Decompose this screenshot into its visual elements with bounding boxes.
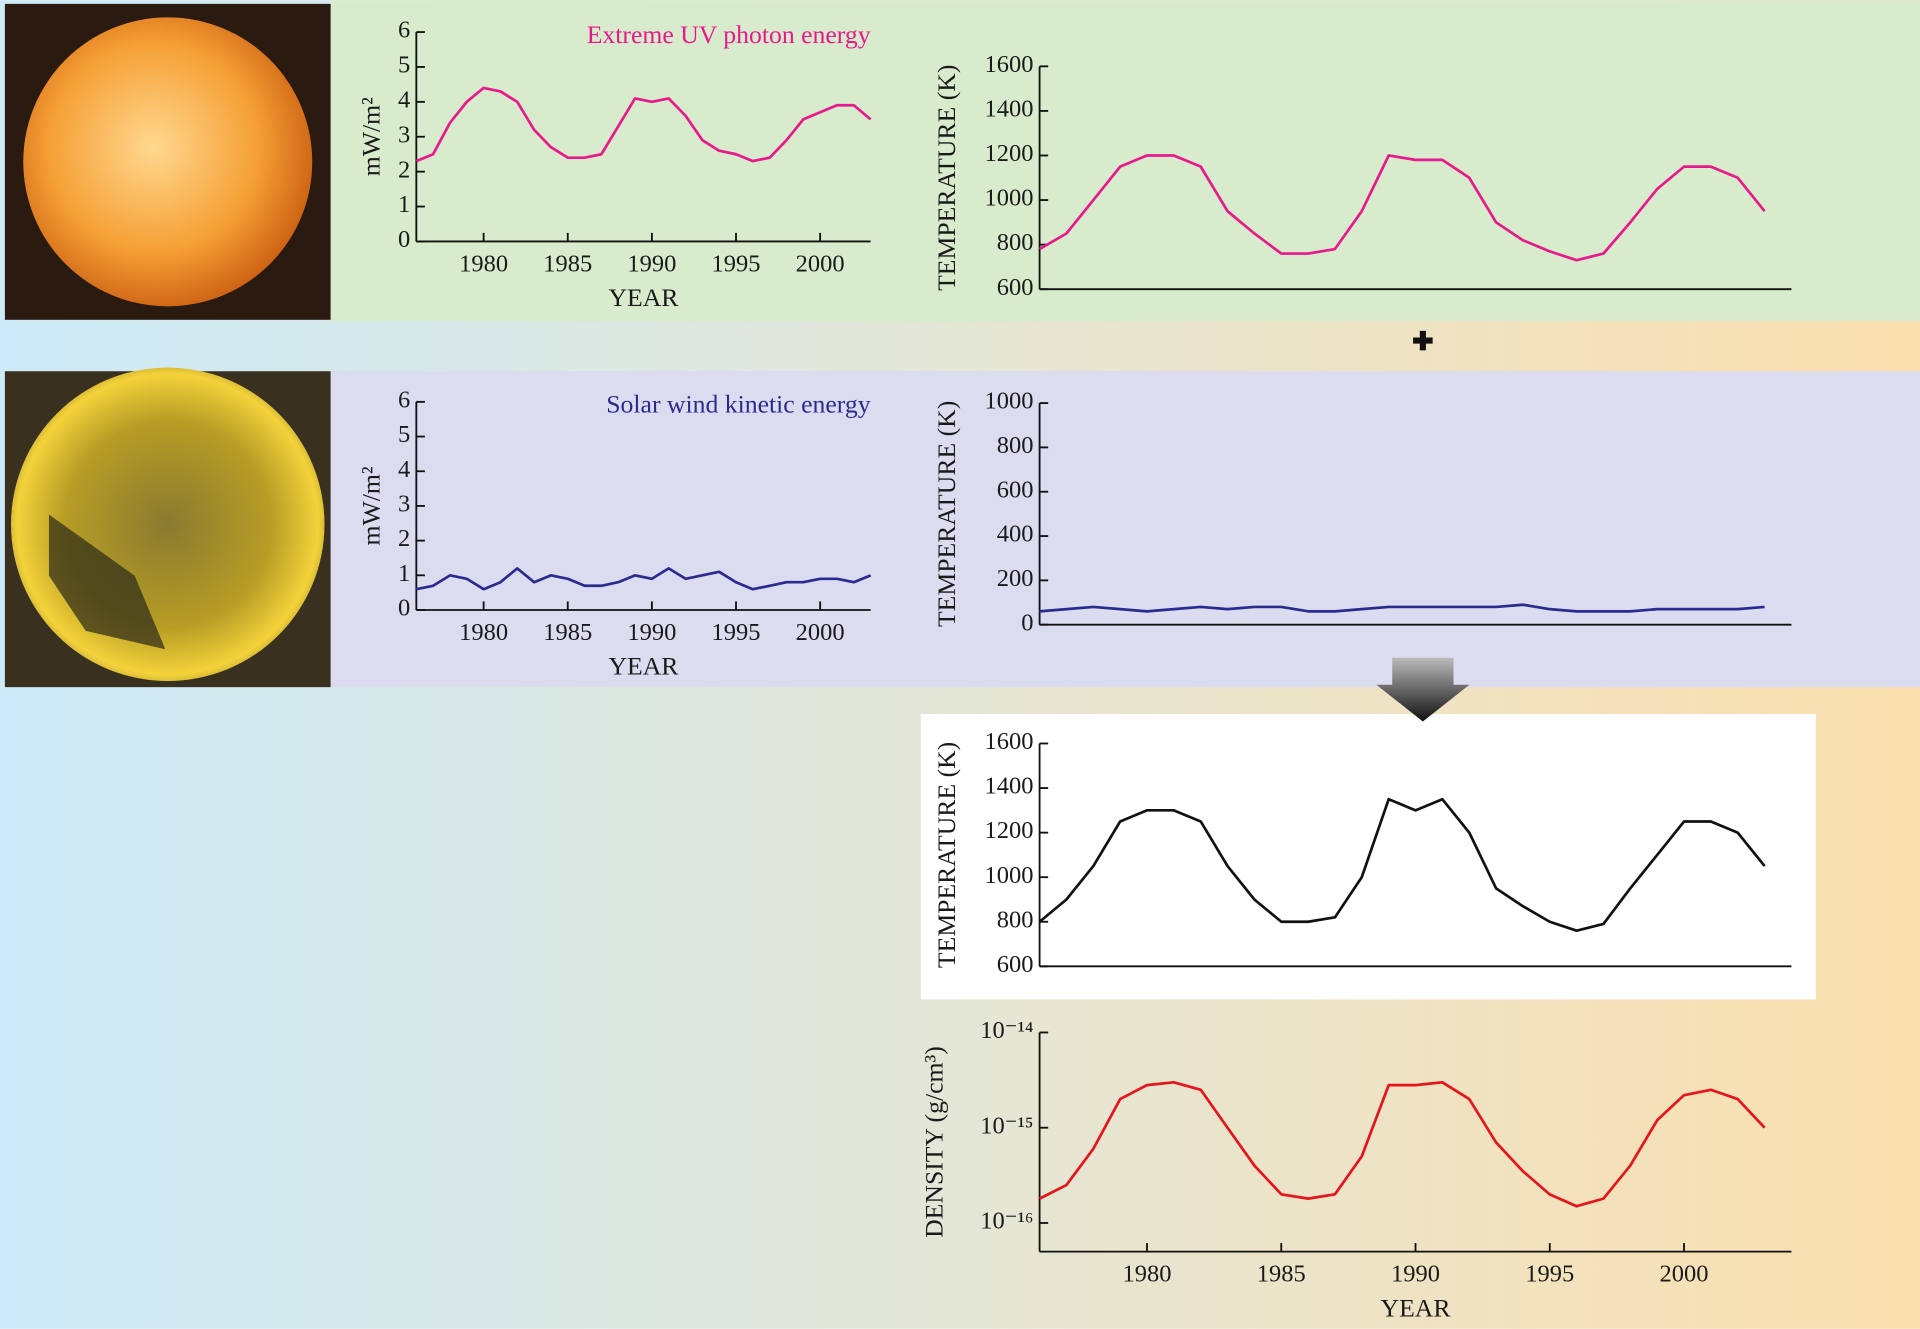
y-tick-label: 2: [398, 525, 410, 552]
y-tick-label: 6: [398, 386, 410, 413]
y-tick-label: 1600: [985, 728, 1034, 755]
y-tick-label: 1000: [985, 185, 1034, 212]
x-tick-label: 1995: [712, 619, 761, 646]
x-axis-label: YEAR: [608, 652, 679, 681]
y-tick-label: 600: [997, 274, 1034, 301]
y-axis-label: DENSITY (g/cm³): [920, 1046, 949, 1238]
data-line: [1039, 603, 1765, 613]
x-tick-label: 2000: [796, 619, 845, 646]
y-tick-label: 3: [398, 491, 410, 518]
y-tick-label: 800: [997, 432, 1034, 459]
y-axis-label: TEMPERATURE (K): [932, 65, 961, 291]
y-tick-label: 0: [398, 226, 410, 253]
y-tick-label: 10⁻¹⁴: [980, 1017, 1033, 1044]
x-tick-label: 1985: [543, 251, 592, 278]
x-axis-label: YEAR: [1381, 1293, 1452, 1322]
y-axis-label: TEMPERATURE (K): [932, 742, 961, 968]
y-tick-label: 2: [398, 156, 410, 183]
arrow: [1376, 657, 1470, 722]
y-tick-label: 400: [997, 521, 1034, 548]
coronal-hole: [48, 514, 166, 650]
euv-band: [330, 0, 1920, 322]
x-tick-label: 1995: [712, 251, 761, 278]
data-line: [1038, 797, 1766, 933]
plus-sign: [1413, 330, 1433, 351]
series-annotation: Extreme UV photon energy: [587, 20, 871, 49]
y-tick-label: 600: [997, 951, 1034, 978]
y-tick-label: 800: [997, 906, 1034, 933]
y-tick-label: 1000: [985, 388, 1034, 415]
y-tick-label: 1600: [985, 51, 1034, 78]
y-axis-label: TEMPERATURE (K): [932, 401, 961, 627]
x-axis-label: YEAR: [608, 283, 679, 312]
y-tick-label: 800: [997, 229, 1034, 256]
y-tick-label: 3: [398, 121, 410, 148]
wind-band: [330, 371, 1920, 688]
y-axis-label: mW/m²: [356, 466, 385, 545]
y-tick-label: 10⁻¹⁶: [980, 1208, 1033, 1235]
x-tick-label: 2000: [796, 251, 845, 278]
sun-disk-euv: [23, 17, 313, 307]
data-line: [1038, 154, 1766, 262]
series-annotation: Solar wind kinetic energy: [606, 390, 870, 419]
y-tick-label: 6: [398, 17, 410, 44]
y-axis-label: mW/m²: [356, 97, 385, 176]
x-tick-label: 1980: [1123, 1261, 1172, 1288]
y-tick-label: 1400: [985, 773, 1034, 800]
y-tick-label: 1200: [985, 140, 1034, 167]
x-tick-label: 1990: [627, 251, 676, 278]
y-tick-label: 0: [398, 595, 410, 622]
y-tick-label: 4: [398, 456, 410, 483]
y-tick-label: 4: [398, 86, 410, 113]
data-line: [1038, 1080, 1766, 1208]
y-tick-label: 1200: [985, 817, 1034, 844]
x-tick-label: 1985: [543, 619, 592, 646]
y-tick-label: 1000: [985, 862, 1034, 889]
data-line: [416, 567, 872, 591]
x-tick-label: 1990: [627, 619, 676, 646]
y-tick-label: 1400: [985, 96, 1034, 123]
x-tick-label: 1980: [459, 619, 508, 646]
y-tick-label: 0: [1021, 609, 1033, 636]
y-tick-label: 5: [398, 52, 410, 79]
y-tick-label: 200: [997, 565, 1034, 592]
x-tick-label: 1985: [1257, 1261, 1306, 1288]
x-tick-label: 1980: [459, 251, 508, 278]
y-tick-label: 10⁻¹⁵: [980, 1112, 1033, 1139]
x-tick-label: 1995: [1525, 1261, 1574, 1288]
y-tick-label: 5: [398, 421, 410, 448]
y-tick-label: 1: [398, 191, 410, 218]
y-tick-label: 1: [398, 560, 410, 587]
x-tick-label: 1990: [1391, 1261, 1440, 1288]
data-line: [415, 86, 872, 163]
x-tick-label: 2000: [1660, 1261, 1709, 1288]
y-tick-label: 600: [997, 476, 1034, 503]
